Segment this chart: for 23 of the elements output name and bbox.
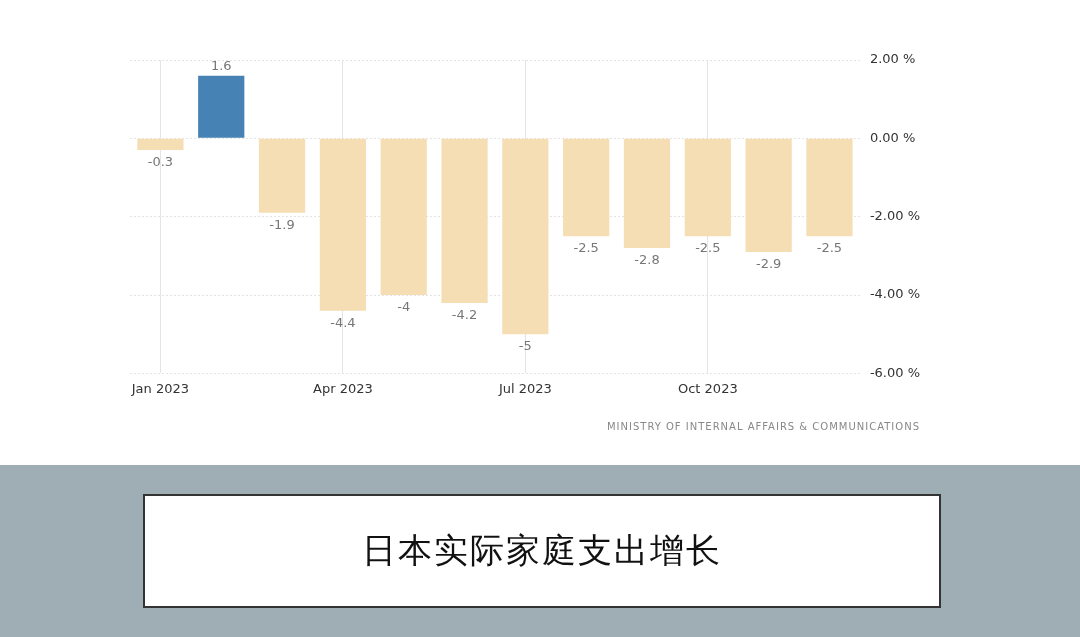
text: 日本实际家庭支出增长 (362, 529, 722, 572)
data-label: -4 (397, 298, 411, 314)
data-label: -2.5 (695, 240, 721, 256)
data-label: -0.3 (147, 153, 174, 169)
y-tick-label: 0.00 % (869, 129, 916, 145)
y-tick-label: -4.00 % (869, 286, 920, 302)
data-label: 1.6 (210, 57, 232, 73)
data-label: -2.8 (634, 251, 660, 267)
data-label: -2.9 (755, 255, 782, 271)
x-tick-label: Apr 2023 (313, 380, 373, 396)
y-tick-label: -2.00 % (869, 208, 920, 224)
text: MINISTRY OF INTERNAL AFFAIRS & COMMUNICATIONS (606, 421, 920, 432)
data-label: -4.2 (451, 306, 478, 322)
y-tick-label: -6.00 % (869, 364, 920, 380)
x-tick-label: Oct 2023 (677, 380, 738, 396)
data-label: -5 (518, 338, 532, 354)
data-label: -2.5 (573, 240, 599, 256)
x-tick-label: Jan 2023 (130, 380, 190, 396)
data-label: -4.4 (330, 314, 356, 330)
data-label: -1.9 (269, 216, 295, 232)
x-tick-label: Jul 2023 (497, 380, 552, 396)
data-label: -2.5 (816, 240, 843, 256)
y-tick-label: 2.00 % (869, 51, 916, 67)
